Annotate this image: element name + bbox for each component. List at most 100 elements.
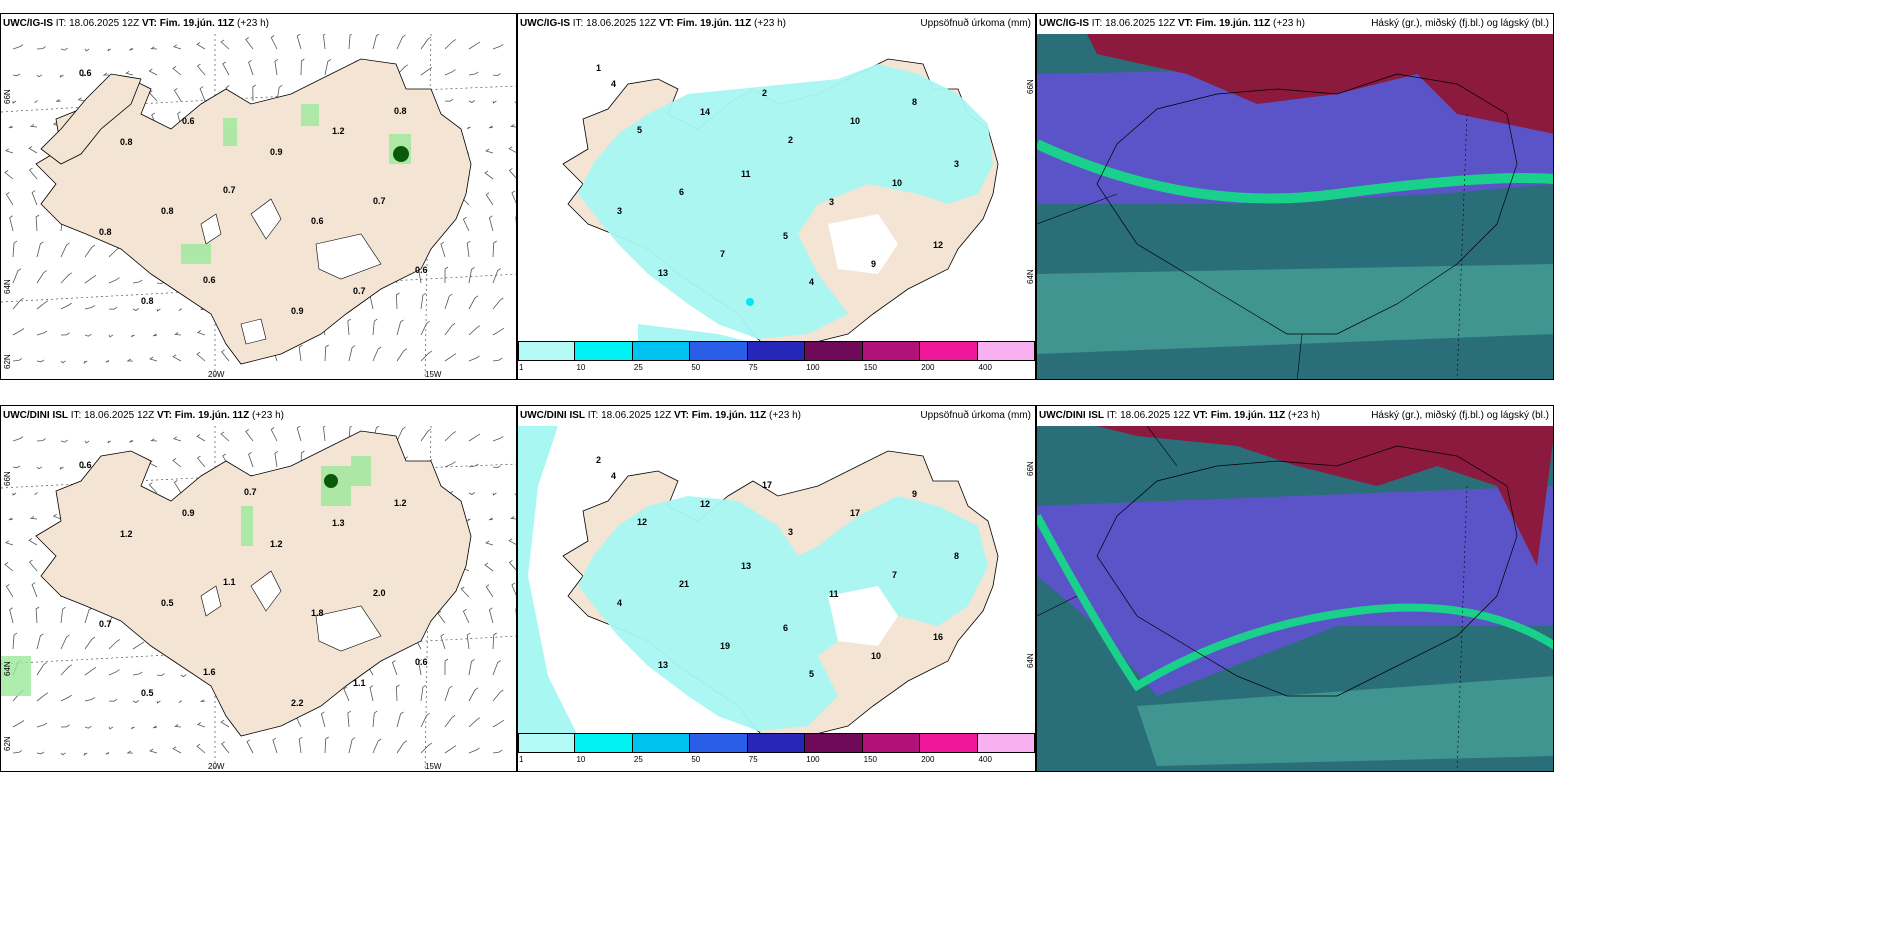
value-label: 12 — [933, 240, 943, 250]
westfjords — [40, 73, 142, 165]
low-cloud-band — [1137, 676, 1553, 766]
precip-map — [518, 426, 1035, 736]
max-precip-spot — [324, 474, 338, 488]
mid-cloud-area — [1037, 64, 1553, 204]
colorbar-tick: 1 — [519, 363, 524, 372]
coastline — [1096, 73, 1518, 335]
colorbar-swatch — [805, 341, 863, 361]
colorbar-swatch — [518, 341, 576, 361]
value-label: 1.2 — [120, 529, 133, 539]
value-labels: 0.6 1.2 0.7 2.2 1.2 1.8 0.5 1.3 0.5 1.1 0.9 2.0 1.6 1… — [79, 460, 428, 708]
cloud-map-svg — [1037, 34, 1553, 379]
vt-label: VT: — [658, 18, 674, 29]
init-time: 18.06.2025 12Z — [586, 18, 657, 29]
value-label: 2 — [596, 455, 601, 465]
model-name: UWC/DINI ISL — [520, 410, 585, 421]
vt-label: VT: — [673, 410, 689, 421]
lead-time: (+23 h) — [1288, 410, 1320, 421]
value-label: 2.2 — [291, 698, 304, 708]
colorbar-tick: 100 — [806, 755, 820, 764]
value-label: 0.8 — [120, 137, 133, 147]
model-name: UWC/IG-IS — [520, 18, 570, 29]
value-label: 17 — [850, 508, 860, 518]
wind-map — [1, 34, 516, 379]
value-label: 3 — [954, 159, 959, 169]
value-label: 5 — [783, 231, 788, 241]
value-label: 1.2 — [270, 539, 283, 549]
panel-precip-top: UWC/IG-IS IT: 18.06.2025 12Z VT: Fim. 19… — [517, 13, 1036, 380]
colorbar-tick: 200 — [921, 755, 935, 764]
value-label: 13 — [658, 660, 668, 670]
colorbar-tick: 75 — [748, 363, 758, 372]
value-label: 17 — [762, 480, 772, 490]
lon-label-20w: 20W — [208, 370, 225, 379]
precip-spot — [746, 298, 754, 306]
value-label: 0.8 — [141, 296, 154, 306]
value-label: 0.9 — [291, 306, 304, 316]
colorbar-swatch — [920, 341, 978, 361]
precip-sea — [638, 324, 758, 344]
valid-time: Fim. 19.jún. 11Z — [174, 410, 250, 421]
lat-label-66: 66N — [3, 89, 12, 104]
lead-time: (+23 h) — [252, 410, 284, 421]
value-label: 10 — [850, 116, 860, 126]
colorbar-swatch — [575, 733, 633, 753]
value-label: 0.5 — [161, 598, 174, 608]
colorbar-swatch — [862, 341, 921, 361]
lon-label-15w: 15W — [425, 370, 442, 379]
value-label: 0.7 — [373, 196, 386, 206]
value-label: 12 — [637, 517, 647, 527]
lat-label-64: 64N — [3, 661, 12, 676]
colorbar-tick: 400 — [978, 363, 992, 372]
precip-map — [518, 34, 1035, 344]
colorbar-swatch — [632, 341, 691, 361]
colorbar-swatch — [690, 341, 748, 361]
value-label: 1.6 — [203, 667, 216, 677]
graticule — [1, 34, 516, 379]
lat-label-62: 62N — [3, 736, 12, 751]
colorbar-tick: 50 — [691, 755, 701, 764]
panel-header: UWC/IG-IS IT: 18.06.2025 12Z VT: Fim. 19… — [1, 14, 516, 34]
value-label: 9 — [912, 489, 917, 499]
colorbar-swatch — [920, 733, 978, 753]
value-label: 0.7 — [353, 286, 366, 296]
value-label: 4 — [611, 79, 616, 89]
value-label: 5 — [637, 125, 642, 135]
lead-time: (+23 h) — [237, 18, 269, 29]
colorbar-tick: 400 — [978, 755, 992, 764]
value-label: 1.3 — [332, 518, 345, 528]
lat-label-64: 64N — [1026, 653, 1035, 668]
value-label: 0.6 — [182, 116, 195, 126]
value-label: 0.5 — [141, 688, 154, 698]
value-label: 6 — [679, 187, 684, 197]
model-name: UWC/DINI ISL — [3, 410, 68, 421]
colorbar-tick: 150 — [863, 363, 878, 372]
value-label: 0.6 — [203, 275, 216, 285]
value-label: 0.8 — [99, 227, 112, 237]
map-title: Uppsöfnuð úrkoma (mm) — [920, 410, 1031, 421]
value-label: 0.9 — [270, 147, 283, 157]
value-label: 0.7 — [244, 487, 257, 497]
colorbar-tick: 150 — [863, 755, 878, 764]
wind-map — [1, 426, 516, 771]
lon-label-15w: 15W — [425, 762, 442, 771]
value-label: 2.0 — [373, 588, 386, 598]
value-label: 2 — [762, 88, 767, 98]
value-label: 13 — [658, 268, 668, 278]
dry-glacier — [828, 586, 898, 646]
high-cloud-area — [1097, 426, 1553, 566]
value-label: 0.8 — [394, 106, 407, 116]
map-title: Uppsöfnuð úrkoma (mm) — [920, 18, 1031, 29]
value-label: 1.2 — [332, 126, 345, 136]
vt-label: VT: — [1192, 410, 1208, 421]
colorbar-swatch — [632, 733, 691, 753]
valid-time: Fim. 19.jún. 11Z — [691, 410, 767, 421]
precip-patches — [1, 456, 371, 696]
init-time: 18.06.2025 12Z — [84, 410, 155, 421]
lat-label-62: 62N — [3, 354, 12, 369]
precip-area — [578, 496, 988, 731]
panel-header: UWC/IG-IS IT: 18.06.2025 12Z VT: Fim. 19… — [1037, 14, 1553, 34]
vt-label: VT: — [1177, 18, 1193, 29]
lat-label-64: 64N — [1026, 269, 1035, 284]
